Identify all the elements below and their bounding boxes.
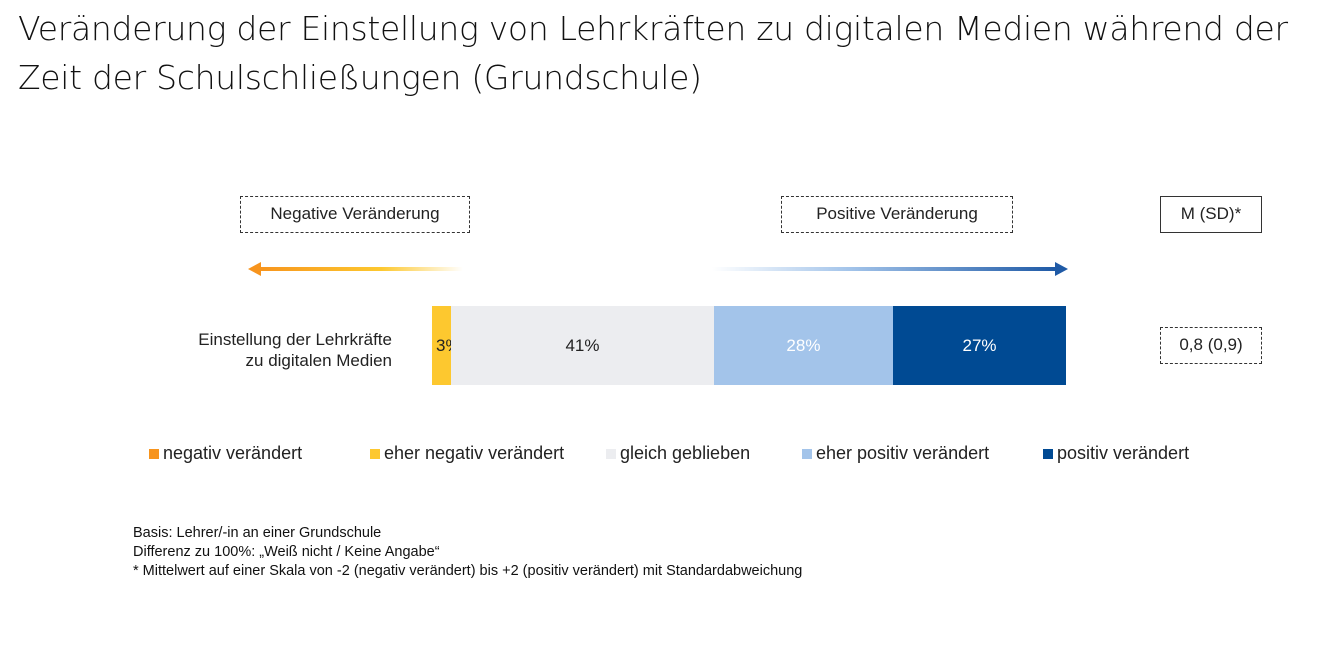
mean-sd-header-box: M (SD)* bbox=[1160, 196, 1262, 233]
footnotes: Basis: Lehrer/-in an einer Grundschule D… bbox=[133, 524, 802, 581]
category-label-line-2: zu digitalen Medien bbox=[245, 351, 392, 370]
bar-data-label: 27% bbox=[962, 336, 997, 355]
negative-arrow-icon bbox=[248, 262, 463, 276]
bar-data-label: 41% bbox=[565, 336, 600, 355]
negative-change-label: Negative Veränderung bbox=[270, 204, 440, 223]
footnote-mean: * Mittelwert auf einer Skala von -2 (neg… bbox=[133, 563, 803, 579]
mean-sd-value: 0,8 (0,9) bbox=[1179, 335, 1243, 354]
bar-data-label: 28% bbox=[786, 336, 821, 355]
positive-change-box: Positive Veränderung bbox=[781, 196, 1013, 233]
category-label: Einstellung der Lehrkräfte zu digitalen … bbox=[198, 329, 392, 371]
legend-swatch-eher-positiv bbox=[802, 448, 812, 459]
bar-segment-eher-positiv bbox=[713, 306, 894, 385]
mean-sd-value-box: 0,8 (0,9) bbox=[1160, 327, 1262, 364]
footnote-basis: Basis: Lehrer/-in an einer Grundschule bbox=[133, 525, 382, 541]
legend-swatch-gleich bbox=[606, 448, 616, 459]
legend-label: positiv verändert bbox=[1057, 443, 1190, 463]
positive-arrow-icon bbox=[712, 262, 1068, 276]
legend-item-negativ: negativ verändert bbox=[149, 443, 370, 464]
legend-label: eher negativ verändert bbox=[384, 443, 565, 463]
footnote-difference: Differenz zu 100%: „Weiß nicht / Keine A… bbox=[133, 544, 440, 560]
negative-change-box: Negative Veränderung bbox=[240, 196, 470, 233]
bar-segment-positiv bbox=[893, 306, 1066, 385]
legend-swatch-positiv bbox=[1043, 448, 1053, 459]
legend-swatch-eher-negativ bbox=[370, 448, 380, 459]
legend-label: negativ verändert bbox=[163, 443, 303, 463]
legend-item-positiv: positiv verändert bbox=[1043, 443, 1189, 464]
bar-segment-eher-negativ bbox=[432, 306, 452, 385]
legend-label: eher positiv verändert bbox=[816, 443, 990, 463]
legend-item-gleich: gleich geblieben bbox=[606, 443, 802, 464]
category-label-line-1: Einstellung der Lehrkräfte bbox=[198, 330, 392, 349]
bar-segment-gleich bbox=[451, 306, 714, 385]
legend: negativ verändert eher negativ verändert… bbox=[149, 443, 1189, 464]
legend-item-eher-positiv: eher positiv verändert bbox=[802, 443, 1043, 464]
legend-item-eher-negativ: eher negativ verändert bbox=[370, 443, 606, 464]
legend-label: gleich geblieben bbox=[620, 443, 751, 463]
mean-sd-header-label: M (SD)* bbox=[1180, 204, 1242, 223]
page-title: Veränderung der Einstellung von Lehrkräf… bbox=[18, 9, 1288, 97]
positive-change-label: Positive Veränderung bbox=[816, 204, 978, 223]
legend-swatch-negativ bbox=[149, 448, 159, 459]
